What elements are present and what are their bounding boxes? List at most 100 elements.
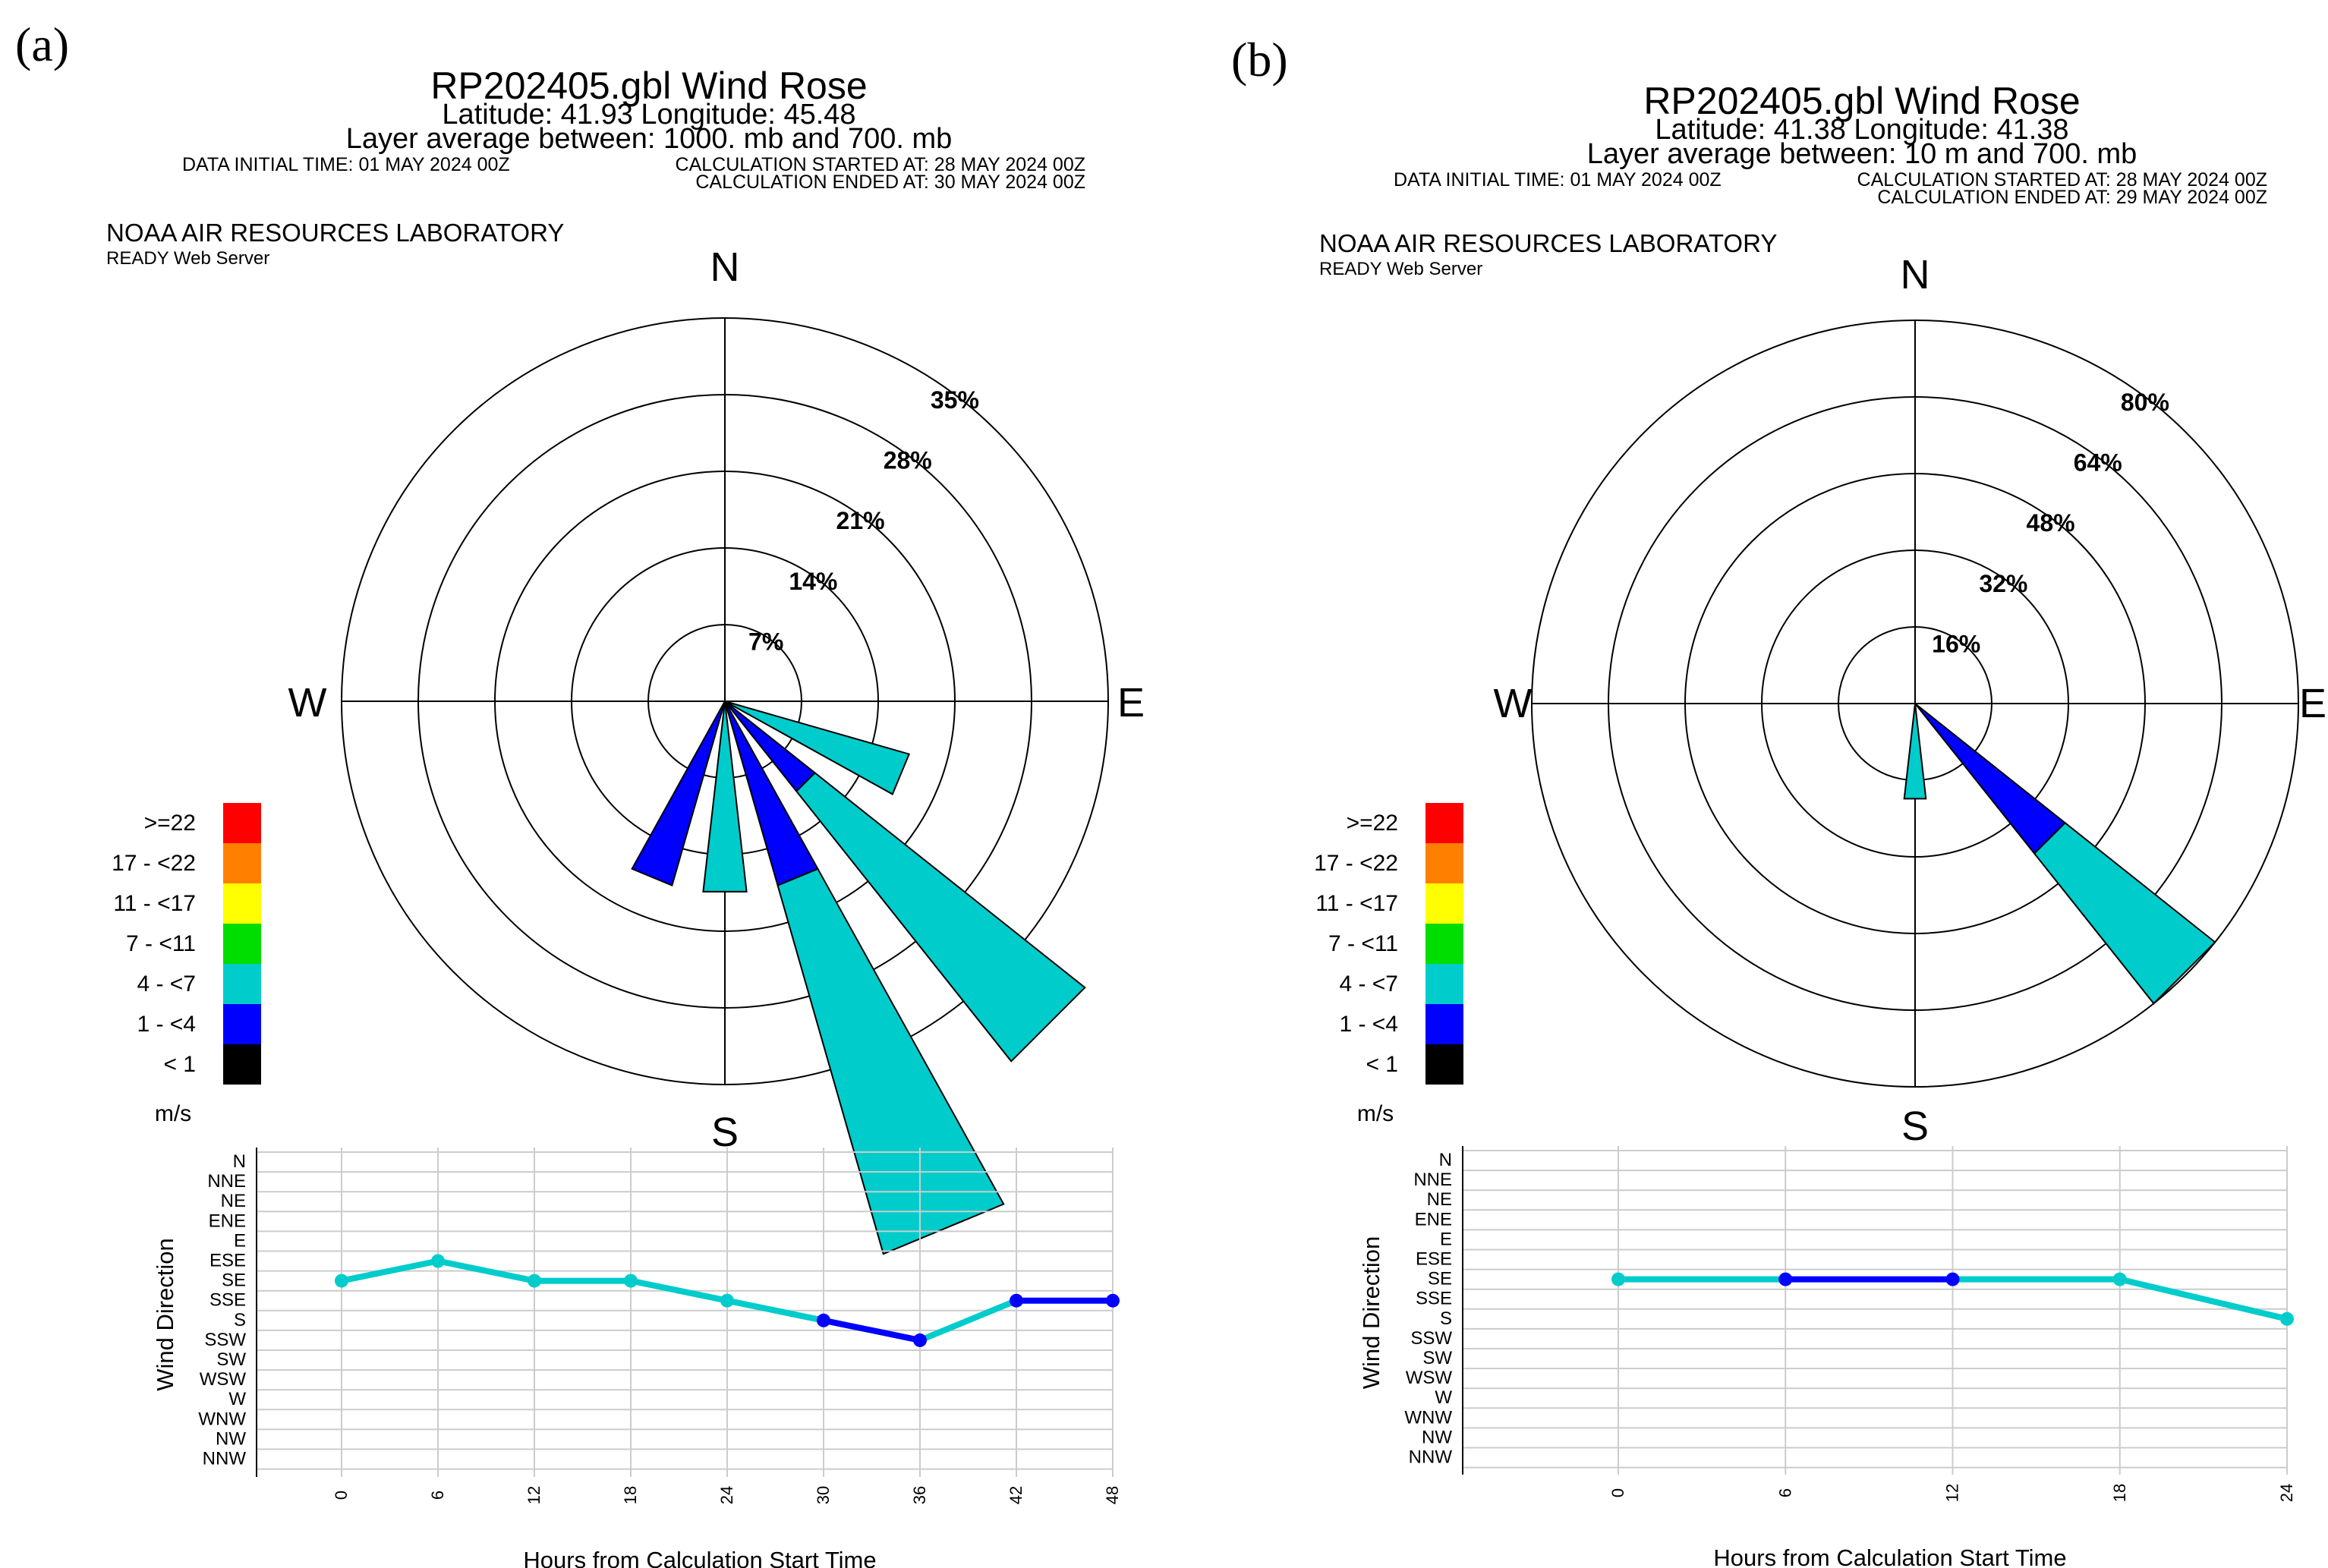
- ring-label: 80%: [2121, 389, 2169, 416]
- ring-label: 48%: [2027, 509, 2075, 537]
- ring-label: 64%: [2074, 449, 2122, 477]
- compass-n: N: [710, 244, 740, 290]
- legend-swatch: [223, 803, 261, 843]
- compass-w: W: [1494, 681, 1533, 726]
- direction-point: [1010, 1293, 1023, 1308]
- y-axis-title: Wind Direction: [1358, 1236, 1385, 1390]
- x-tick-label: 30: [814, 1486, 833, 1504]
- x-axis-title: Hours from Calculation Start Time: [523, 1547, 876, 1568]
- x-tick-label: 6: [1775, 1488, 1794, 1497]
- direction-segment: [339, 1258, 441, 1284]
- direction-point: [2280, 1311, 2294, 1326]
- ring-label: 35%: [931, 386, 979, 414]
- compass-e: E: [2299, 681, 2326, 726]
- calculation-started: CALCULATION STARTED AT: 28 MAY 2024 00Z: [1857, 169, 2267, 190]
- panel-letter: (a): [15, 17, 69, 71]
- x-tick-label: 6: [428, 1491, 447, 1500]
- y-tick-label: NNW: [203, 1449, 247, 1469]
- direction-segment: [628, 1277, 730, 1304]
- y-tick-label: S: [1440, 1308, 1452, 1329]
- legend-swatch: [223, 1004, 261, 1044]
- location-label: Latitude: 41.38 Longitude: 41.38: [1655, 114, 2068, 146]
- petal-se: [1914, 703, 2067, 855]
- y-tick-label: ESE: [1416, 1249, 1452, 1270]
- y-tick-label: SSW: [204, 1330, 246, 1350]
- data-initial-time: DATA INITIAL TIME: 01 MAY 2024 00Z: [182, 154, 510, 175]
- legend-swatch: [1425, 924, 1463, 964]
- x-tick-label: 42: [1006, 1486, 1025, 1504]
- y-tick-label: N: [1439, 1150, 1452, 1170]
- server-name: READY Web Server: [1319, 259, 1482, 279]
- y-tick-label: NW: [216, 1428, 246, 1449]
- legend-swatch: [1425, 803, 1463, 843]
- ring-label: 16%: [1932, 630, 1980, 657]
- legend-swatch: [1425, 1044, 1463, 1085]
- petal-se: [2033, 821, 2216, 1005]
- legend-label: 7 - <11: [1328, 931, 1398, 956]
- legend-label: 11 - <17: [1315, 891, 1398, 916]
- legend-label: < 1: [1366, 1052, 1398, 1077]
- legend-label: >=22: [144, 811, 196, 836]
- petal-se: [795, 771, 1086, 1063]
- org-name: NOAA AIR RESOURCES LABORATORY: [1319, 229, 1777, 257]
- legend-label: 1 - <4: [137, 1012, 196, 1037]
- calculation-started: CALCULATION STARTED AT: 28 MAY 2024 00Z: [676, 154, 1085, 175]
- x-tick-label: 12: [1943, 1484, 1962, 1502]
- layer-label: Layer average between: 10 m and 700. mb: [1587, 138, 2137, 170]
- direction-point: [1106, 1293, 1120, 1308]
- direction-point: [624, 1274, 638, 1288]
- compass-n: N: [1901, 252, 1930, 298]
- x-tick-label: 0: [332, 1491, 351, 1500]
- y-tick-label: WNW: [198, 1409, 246, 1429]
- server-name: READY Web Server: [106, 248, 269, 269]
- y-tick-label: W: [228, 1389, 246, 1409]
- direction-point: [1611, 1272, 1625, 1286]
- x-tick-label: 12: [525, 1486, 543, 1504]
- legend-swatch: [223, 964, 261, 1004]
- petal-s: [1903, 703, 1927, 800]
- x-tick-label: 48: [1103, 1486, 1122, 1504]
- calculation-ended: CALCULATION ENDED AT: 30 MAY 2024 00Z: [695, 172, 1085, 193]
- y-tick-label: W: [1435, 1387, 1452, 1408]
- x-tick-label: 18: [621, 1486, 640, 1504]
- x-tick-label: 18: [2110, 1484, 2129, 1502]
- panel-letter: (b): [1231, 33, 1288, 87]
- y-tick-label: NE: [221, 1191, 246, 1211]
- direction-point: [1945, 1272, 1960, 1286]
- legend-label: 17 - <22: [112, 851, 196, 876]
- data-initial-time: DATA INITIAL TIME: 01 MAY 2024 00Z: [1394, 169, 1722, 190]
- y-tick-label: NNW: [1409, 1447, 1453, 1468]
- legend-label: 4 - <7: [1339, 971, 1398, 997]
- legend-swatch: [1425, 883, 1463, 924]
- direction-point: [1778, 1272, 1793, 1286]
- direction-segment: [821, 1317, 923, 1343]
- y-tick-label: SW: [1422, 1348, 1452, 1368]
- compass-w: W: [288, 680, 327, 726]
- legend-swatch: [223, 1044, 261, 1085]
- chart-title: RP202405.gbl Wind Rose: [1643, 80, 2080, 122]
- y-tick-label: E: [1440, 1229, 1452, 1249]
- direction-point: [2112, 1272, 2127, 1286]
- x-axis-title: Hours from Calculation Start Time: [1713, 1544, 2066, 1568]
- legend-swatch: [1425, 1004, 1463, 1044]
- direction-point: [720, 1293, 734, 1308]
- legend-label: >=22: [1347, 811, 1398, 836]
- direction-point: [913, 1333, 927, 1347]
- direction-point: [335, 1274, 348, 1288]
- y-tick-label: ENE: [209, 1211, 246, 1231]
- direction-point: [817, 1313, 830, 1327]
- direction-segment: [435, 1258, 537, 1284]
- direction-point: [528, 1274, 541, 1288]
- org-name: NOAA AIR RESOURCES LABORATORY: [106, 219, 564, 247]
- layer-label: Layer average between: 1000. mb and 700.…: [346, 123, 953, 155]
- legend-label: 17 - <22: [1314, 851, 1398, 876]
- legend-label: < 1: [163, 1052, 196, 1077]
- y-tick-label: SE: [222, 1270, 246, 1291]
- y-tick-label: SSE: [1416, 1289, 1452, 1309]
- compass-s: S: [711, 1110, 739, 1155]
- petal-ssw: [631, 701, 726, 887]
- direction-point: [431, 1254, 445, 1268]
- legend-swatch: [223, 924, 261, 964]
- legend-unit: m/s: [155, 1101, 191, 1126]
